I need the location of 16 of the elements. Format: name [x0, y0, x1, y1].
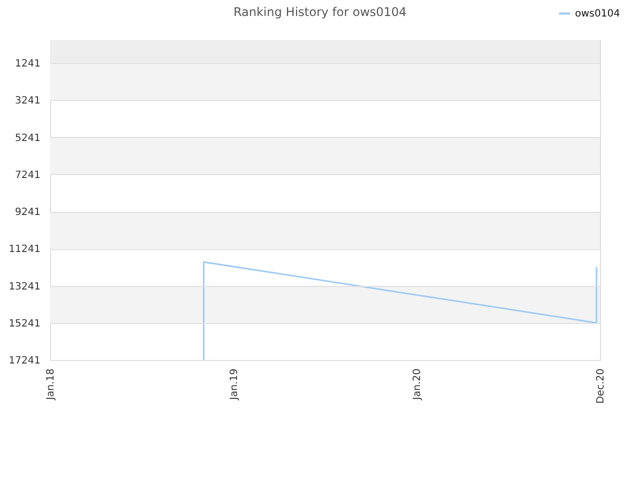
y-tick-label: 7241	[15, 170, 40, 181]
y-tick-label: 1241	[15, 58, 40, 70]
legend-label: ows0104	[575, 8, 620, 20]
x-tick-label: Jan.19	[228, 368, 240, 401]
y-tick-label: 15241	[8, 318, 40, 330]
y-tick-label: 5241	[15, 132, 40, 144]
y-tick-label: 17241	[8, 356, 40, 366]
line-series	[202, 261, 598, 361]
chart-title: Ranking History for ows0104	[233, 5, 407, 19]
y-tick-label: 13241	[8, 281, 40, 292]
y-tick-label: 11241	[8, 244, 40, 256]
x-tick-label: Jan.20	[412, 368, 424, 401]
x-tick-label: Jan.18	[46, 368, 56, 401]
y-tick-label: 9241	[15, 207, 40, 218]
x-tick-label: Dec.20	[596, 368, 606, 404]
y-tick-label: 3241	[15, 96, 40, 107]
